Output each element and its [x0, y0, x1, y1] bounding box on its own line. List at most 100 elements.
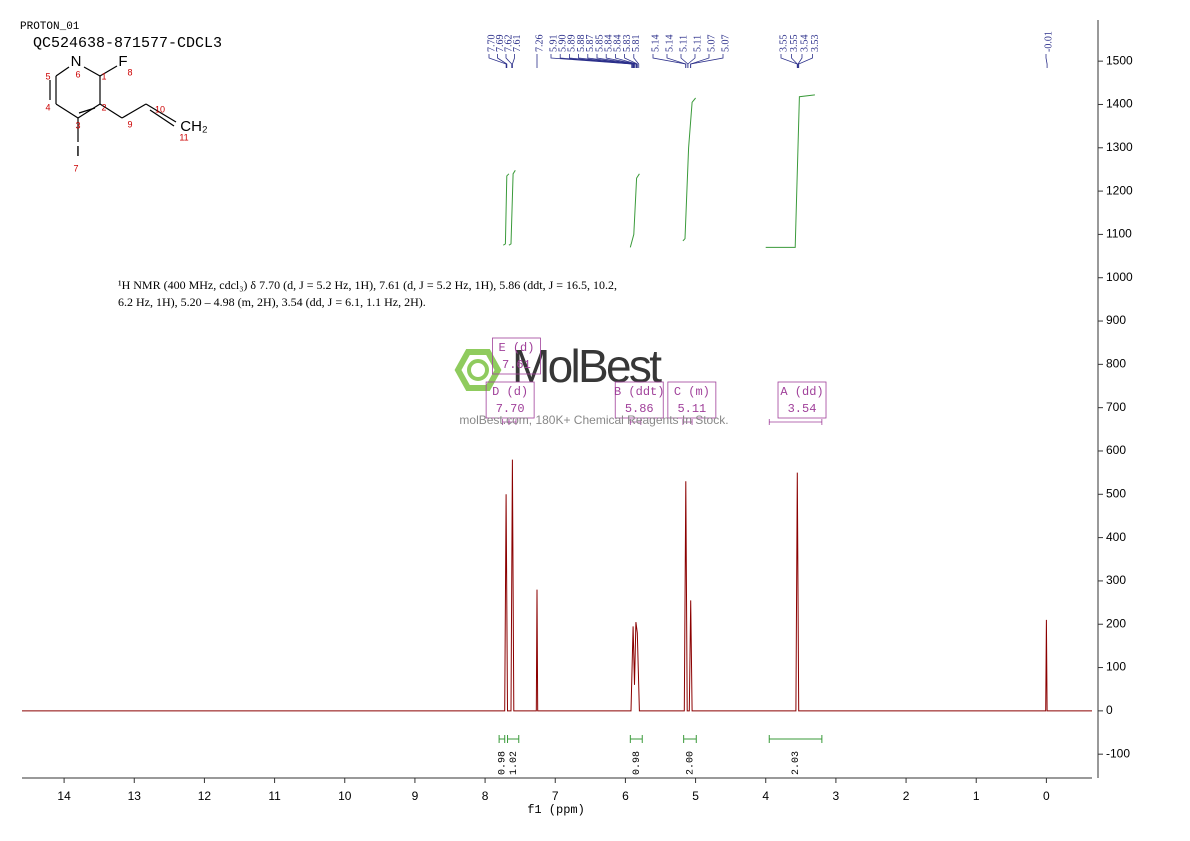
peak-label: 5.14: [650, 35, 661, 53]
peak-connector: [791, 54, 798, 68]
multiplet-shift: 7.61: [502, 358, 531, 372]
peak-connector: [1045, 54, 1048, 68]
y-tick-label: 1100: [1106, 227, 1132, 241]
peak-label: 5.90: [557, 35, 568, 53]
atom: I: [76, 143, 80, 160]
peak-connector: [615, 54, 638, 68]
integral-bar: [498, 735, 506, 743]
multiplet-shift: 3.54: [788, 402, 817, 416]
atom: CH₂: [180, 118, 208, 135]
multiplet-shift: 7.70: [496, 402, 525, 416]
atom-number: 7: [73, 163, 78, 173]
integral-bar: [683, 735, 697, 743]
sample-name: QC524638-871577-CDCL3: [33, 35, 222, 52]
multiplet-name: E (d): [498, 341, 534, 355]
x-tick-label: 14: [57, 789, 71, 803]
atom-number: 11: [179, 132, 188, 142]
x-tick-label: 5: [692, 789, 699, 803]
atom: N: [71, 53, 82, 70]
multiplet-range: [508, 419, 517, 425]
peak-connector: [680, 54, 689, 68]
x-tick-label: 2: [903, 789, 910, 803]
peak-label: 7.69: [495, 35, 506, 53]
watermark-logo: [454, 349, 502, 391]
peak-label: 5.85: [594, 35, 605, 53]
logo-hexagon: [454, 349, 502, 391]
multiplet-name: B (ddt): [614, 385, 664, 399]
peak-label: -0.01: [1043, 31, 1054, 52]
watermark-tagline: molBest.com, 180K+ Chemical Reagents In …: [459, 413, 728, 427]
bond: [99, 103, 123, 119]
multiplet-box: [777, 381, 827, 419]
atom-number: 3: [75, 120, 80, 130]
integral-curve: [508, 170, 516, 246]
bond: [78, 107, 96, 114]
x-tick-label: 1: [973, 789, 980, 803]
integral-bar: [768, 735, 823, 743]
peak-label: 5.11: [692, 35, 703, 52]
peak-connector: [497, 54, 508, 68]
spectrum-line: [22, 459, 1092, 712]
y-tick-label: 1200: [1106, 183, 1133, 197]
x-tick-label: 6: [622, 789, 629, 803]
peak-label: 5.81: [631, 35, 642, 53]
integral-value: 0.98: [632, 751, 643, 775]
peak-connector: [596, 54, 637, 68]
bond: [55, 66, 70, 77]
watermark-name: MolBest: [512, 340, 662, 392]
peak-connector: [587, 54, 635, 68]
atom-number: 10: [155, 104, 165, 114]
atom-number: 5: [45, 71, 50, 81]
peak-label: 5.11: [678, 35, 689, 52]
spectrum-chart: 14 13 12 11 10 9 8 7 6 5 4 3 2 1 0f1 (ppm)-10001002003…: [22, 20, 1133, 817]
bond: [77, 103, 101, 119]
y-tick-label: 700: [1106, 400, 1126, 414]
integral-curve: [629, 173, 640, 248]
peak-label: 5.89: [567, 35, 578, 53]
y-tick-label: 200: [1106, 616, 1126, 630]
integral-value: 0.98: [498, 751, 509, 775]
multiplet-name: C (m): [674, 385, 710, 399]
bond: [99, 65, 118, 77]
x-tick-label: 8: [482, 789, 489, 803]
x-tick-label: 4: [762, 789, 769, 803]
multiplet-shift: 5.11: [677, 402, 706, 416]
multiplet-box: [614, 381, 664, 419]
peak-label: 5.87: [585, 35, 596, 53]
peak-connector: [687, 54, 696, 68]
description-line: 6.2 Hz, 1H), 5.20 – 4.98 (m, 2H), 3.54 (…: [118, 295, 426, 309]
y-tick-label: 900: [1106, 313, 1126, 327]
atom-number: 4: [45, 102, 50, 112]
x-tick-label: 12: [198, 789, 212, 803]
peak-label: 5.84: [613, 35, 624, 53]
peak-connector: [633, 54, 640, 68]
x-tick-label: 13: [128, 789, 142, 803]
bond: [121, 103, 147, 119]
y-tick-label: 1500: [1106, 53, 1133, 67]
integral-value: 2.00: [686, 751, 697, 775]
x-axis-label: f1 (ppm): [527, 803, 585, 817]
peak-label: 5.14: [664, 35, 675, 53]
peak-label: 3.55: [778, 35, 789, 53]
peak-label: 5.07: [720, 35, 731, 53]
logo-ring: [467, 359, 489, 381]
peak-label: 3.55: [789, 35, 800, 53]
peak-label: 5.91: [548, 35, 559, 53]
peak-label: 5.88: [576, 35, 587, 53]
peak-connector: [488, 54, 507, 68]
experiment-name: PROTON_01: [20, 21, 80, 33]
peak-label: 3.53: [810, 35, 821, 53]
x-tick-label: 9: [412, 789, 419, 803]
multiplet-box: [667, 381, 717, 419]
peak-connector: [578, 54, 635, 68]
bond: [145, 103, 177, 123]
peak-connector: [690, 54, 724, 68]
peak-label: 7.26: [534, 35, 545, 53]
integral-bar: [629, 735, 643, 743]
y-tick-label: -100: [1106, 746, 1130, 760]
atom: F: [118, 53, 127, 70]
integral-curve: [765, 94, 815, 248]
peak-label: 3.54: [799, 35, 810, 53]
multiplet-range: [768, 419, 823, 425]
peak-connector: [569, 54, 634, 68]
